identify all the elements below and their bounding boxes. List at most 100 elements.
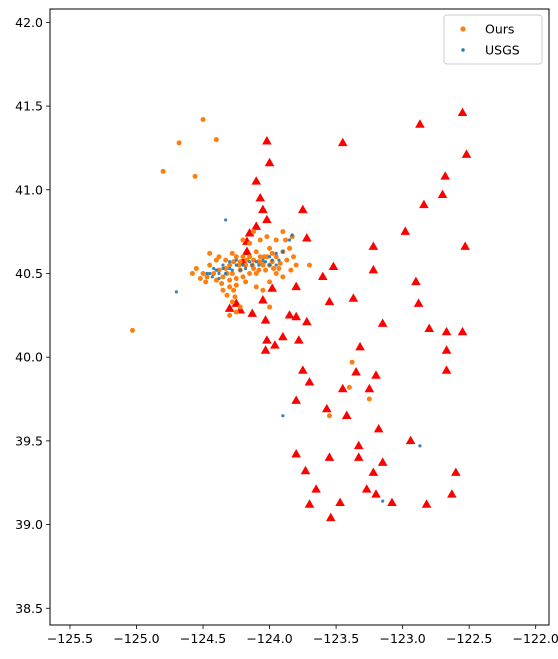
usgs-point: [274, 263, 278, 267]
station-triangle: [355, 341, 365, 351]
station-triangle: [242, 246, 252, 255]
ours-point: [233, 254, 239, 260]
ours-point: [267, 245, 273, 251]
ours-point: [232, 294, 238, 300]
station-triangle: [461, 149, 472, 158]
usgs-point: [287, 238, 292, 242]
station-triangle: [415, 119, 425, 128]
station-triangle: [377, 318, 388, 327]
legend-label-usgs: USGS: [485, 43, 520, 58]
station-triangle: [368, 241, 379, 250]
usgs-point: [221, 263, 225, 267]
usgs-point: [214, 268, 218, 272]
station-triangle: [413, 298, 424, 307]
ours-point: [247, 254, 253, 260]
ours-point: [306, 262, 312, 268]
ours-point: [349, 359, 355, 365]
usgs-point: [234, 263, 238, 267]
ours-point: [256, 259, 262, 265]
ours-point: [271, 265, 277, 271]
ours-point: [176, 140, 182, 146]
station-triangle: [377, 457, 388, 466]
ours-point: [257, 237, 263, 243]
ours-point: [229, 299, 235, 305]
station-triangle: [302, 233, 312, 242]
station-triangle: [387, 497, 397, 507]
ours-point: [200, 116, 206, 122]
station-triangle: [267, 283, 278, 292]
station-triangle: [440, 171, 450, 180]
ours-point: [233, 309, 239, 315]
station-triangle: [302, 316, 312, 326]
x-tick-label: −122.5: [446, 631, 492, 646]
station-triangle: [251, 176, 262, 185]
ours-point: [264, 234, 270, 240]
y-tick-label: 42.0: [15, 15, 43, 30]
station-triangle: [255, 192, 266, 202]
legend-box: [443, 14, 543, 65]
ours-point: [253, 249, 259, 255]
ours-point: [273, 254, 279, 260]
usgs-point: [290, 233, 294, 237]
y-tick-label: 41.0: [15, 182, 43, 197]
ours-point: [227, 284, 233, 290]
usgs-point: [281, 250, 285, 254]
station-triangle: [231, 298, 242, 307]
station-triangle: [460, 241, 470, 250]
usgs-point: [248, 260, 252, 264]
ours-point: [240, 254, 246, 260]
ours-point: [211, 270, 217, 276]
station-triangle: [291, 311, 301, 321]
ours-point: [243, 262, 249, 268]
usgs-point: [277, 258, 281, 262]
ours-point: [220, 287, 226, 293]
x-tick-label: −123.5: [313, 631, 359, 646]
station-triangle: [318, 271, 328, 281]
station-triangle: [364, 383, 375, 393]
ours-point: [197, 276, 203, 281]
ours-point: [227, 312, 233, 318]
station-triangle: [411, 276, 421, 286]
station-triangle: [251, 221, 262, 230]
usgs-point: [257, 263, 261, 267]
ours-point: [276, 265, 282, 271]
station-triangle: [264, 157, 275, 167]
x-tick-label: −125.0: [113, 631, 159, 646]
station-triangle: [371, 370, 381, 379]
station-triangle: [324, 452, 335, 461]
usgs-point: [230, 268, 234, 272]
station-triangle: [291, 395, 301, 404]
station-triangle: [262, 136, 272, 145]
usgs-point: [174, 290, 179, 294]
ours-point: [204, 274, 210, 280]
y-tick-label: 38.5: [15, 601, 43, 616]
ours-point: [216, 267, 222, 273]
station-triangle: [270, 340, 280, 349]
ours-point: [233, 276, 239, 281]
ours-point: [237, 304, 243, 310]
ours-point: [253, 270, 259, 276]
station-triangle: [298, 365, 308, 374]
ours-point: [193, 265, 199, 271]
station-triangle: [328, 261, 339, 271]
usgs-point: [238, 268, 242, 272]
ours-point: [243, 279, 249, 285]
usgs-point: [217, 276, 221, 281]
usgs-point: [270, 258, 274, 262]
station-triangle: [424, 323, 435, 332]
station-triangle: [260, 315, 271, 324]
ours-point: [207, 262, 213, 268]
ours-point: [253, 284, 259, 290]
usgs-point: [234, 258, 238, 262]
station-triangle: [262, 214, 272, 224]
station-triangle: [441, 365, 452, 374]
station-triangle: [421, 499, 432, 508]
station-triangle: [371, 489, 381, 498]
ours-point: [273, 270, 279, 276]
ours-point: [160, 168, 166, 174]
ours-point: [223, 257, 229, 263]
station-triangle: [373, 423, 384, 433]
y-tick-label: 39.5: [15, 433, 43, 448]
usgs-point: [210, 275, 214, 279]
